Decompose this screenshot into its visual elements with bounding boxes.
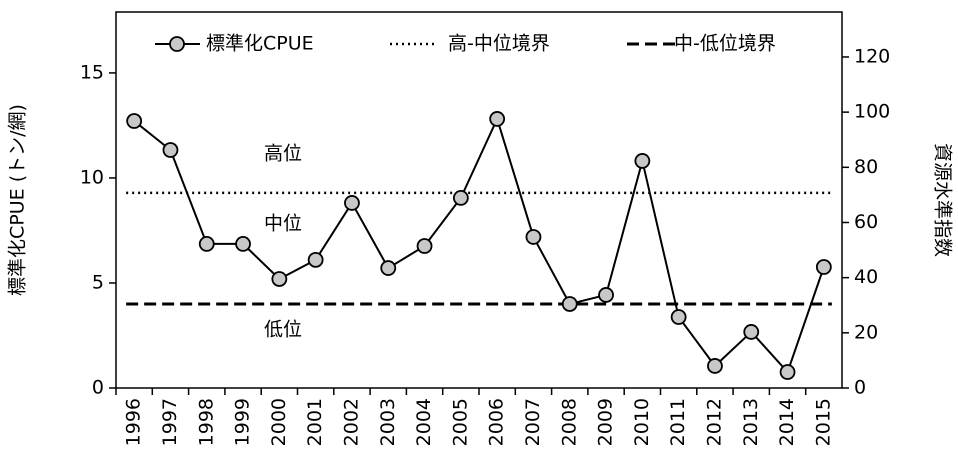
marker bbox=[489, 111, 506, 127]
marker bbox=[126, 113, 143, 129]
x-tick-label: 2010 bbox=[631, 398, 653, 446]
x-tick-label: 2012 bbox=[703, 398, 725, 446]
y2-axis-label: 資源水準指数 bbox=[932, 143, 954, 257]
x-tick-label: 2003 bbox=[377, 398, 399, 446]
y2-tick-label: 100 bbox=[854, 101, 890, 123]
marker bbox=[525, 229, 542, 245]
x-tick-label: 2004 bbox=[413, 398, 435, 446]
x-tick-label: 2006 bbox=[486, 398, 508, 446]
x-tick-label: 2013 bbox=[740, 398, 762, 446]
y2-tick-label: 20 bbox=[854, 321, 878, 343]
x-tick-label: 1998 bbox=[195, 398, 217, 446]
x-tick-label: 2009 bbox=[595, 398, 617, 446]
y2-tick-label: 80 bbox=[854, 156, 878, 178]
x-tick-label: 2015 bbox=[812, 398, 834, 446]
x-tick-label: 2011 bbox=[667, 398, 689, 446]
x-tick-label: 2000 bbox=[268, 398, 290, 446]
marker bbox=[235, 236, 251, 252]
legend-label: 中-低位境界 bbox=[674, 33, 776, 55]
x-tick-label: 1996 bbox=[123, 398, 145, 446]
y-tick-label: 10 bbox=[80, 166, 104, 188]
marker bbox=[561, 296, 578, 312]
marker bbox=[416, 238, 433, 254]
annotation: 中位 bbox=[264, 213, 302, 235]
y-tick-label: 5 bbox=[92, 271, 104, 293]
annotation: 高位 bbox=[264, 143, 302, 165]
y-axis-label: 標準化CPUE (トン/網) bbox=[7, 104, 29, 296]
y-tick-label: 0 bbox=[92, 377, 104, 399]
marker bbox=[707, 358, 723, 374]
marker bbox=[634, 153, 651, 169]
marker bbox=[815, 259, 832, 275]
x-tick-label: 2014 bbox=[776, 398, 798, 446]
legend-marker bbox=[169, 36, 185, 52]
marker bbox=[380, 260, 397, 276]
y2-tick-label: 120 bbox=[854, 45, 890, 67]
y2-tick-label: 40 bbox=[854, 266, 878, 288]
x-tick-label: 1999 bbox=[232, 398, 254, 446]
y2-tick-label: 0 bbox=[854, 377, 866, 399]
legend-label: 標準化CPUE bbox=[206, 33, 314, 55]
annotation: 低位 bbox=[264, 319, 302, 341]
x-tick-label: 2001 bbox=[304, 398, 326, 446]
marker bbox=[344, 195, 360, 211]
marker bbox=[271, 271, 288, 287]
series-line bbox=[133, 116, 825, 374]
marker bbox=[452, 189, 469, 206]
marker bbox=[598, 287, 614, 303]
marker bbox=[198, 236, 215, 252]
x-tick-label: 1997 bbox=[159, 398, 181, 446]
y2-tick-label: 60 bbox=[854, 211, 878, 233]
x-tick-label: 2002 bbox=[340, 398, 362, 446]
x-tick-label: 2005 bbox=[449, 398, 471, 446]
marker bbox=[670, 309, 687, 325]
x-tick-label: 2007 bbox=[522, 398, 544, 446]
legend-label: 高-中位境界 bbox=[448, 33, 550, 55]
marker bbox=[162, 142, 179, 158]
marker bbox=[307, 251, 324, 268]
marker bbox=[743, 324, 760, 340]
marker bbox=[779, 364, 796, 380]
plot-frame bbox=[115, 11, 843, 389]
x-tick-label: 2008 bbox=[558, 398, 580, 446]
y-tick-label: 15 bbox=[80, 61, 104, 83]
